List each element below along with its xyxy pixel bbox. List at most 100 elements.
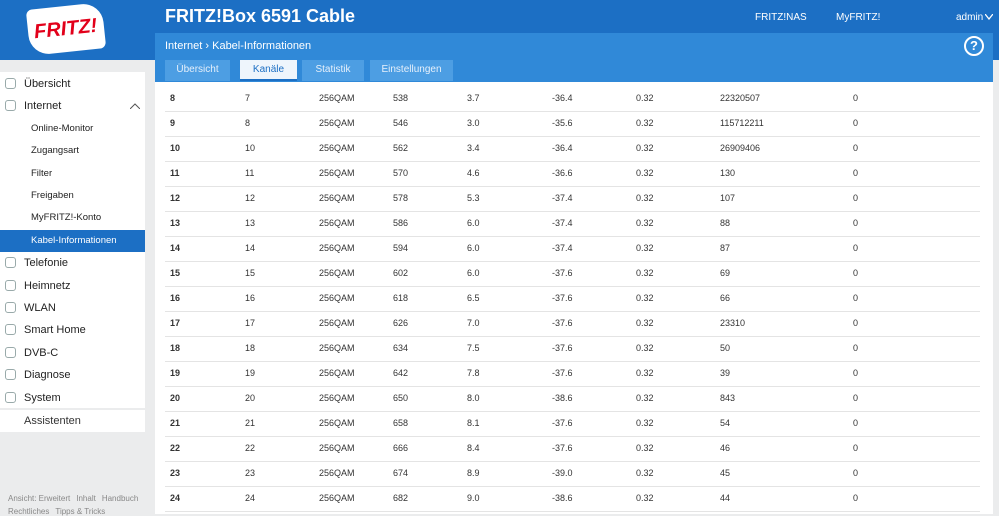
breadcrumb-item[interactable]: Internet: [165, 40, 203, 52]
nav-link[interactable]: FRITZ!NAS: [755, 12, 807, 23]
table-cell: 20: [170, 393, 181, 403]
label: Zugangsart: [31, 145, 80, 157]
footer-link[interactable]: Ansicht: Erweitert: [8, 494, 71, 503]
table-cell: 9: [170, 118, 176, 128]
table-cell: 0: [853, 293, 859, 303]
table-cell: 0.32: [636, 393, 654, 403]
label: WLAN: [24, 302, 56, 314]
table-cell: 24: [170, 493, 181, 503]
footer-link[interactable]: Inhalt: [76, 494, 96, 503]
menu-item[interactable]: Smart Home: [0, 319, 145, 341]
table-cell: 12: [170, 193, 181, 203]
tab[interactable]: Statistik: [302, 60, 364, 81]
table-cell: 8.1: [467, 418, 480, 428]
table-cell: 26909406: [720, 143, 761, 153]
label: Übersicht: [24, 78, 71, 90]
label: Filter: [31, 167, 53, 179]
menu-item[interactable]: Internet: [0, 95, 145, 117]
table-cell: 256QAM: [319, 93, 355, 103]
table-cell: 634: [393, 343, 409, 353]
menu-item[interactable]: WLAN: [0, 297, 145, 319]
table-cell: 23: [170, 468, 181, 478]
table-cell: 14: [245, 243, 256, 253]
table-cell: 0: [853, 193, 859, 203]
menu-item[interactable]: Zugangsart: [0, 140, 145, 162]
tab[interactable]: Einstellungen: [370, 60, 453, 81]
table-cell: 0.32: [636, 268, 654, 278]
footer-link[interactable]: Tipps & Tricks: [55, 507, 106, 516]
table-cell: 256QAM: [319, 293, 355, 303]
table-cell: 618: [393, 293, 409, 303]
table-cell: -37.4: [552, 218, 573, 228]
menu-item[interactable]: Telefonie: [0, 252, 145, 274]
label: Assistenten: [24, 415, 81, 427]
table-cell: 16: [170, 293, 181, 303]
menu-item[interactable]: Freigaben: [0, 185, 145, 207]
table-cell: 17: [170, 318, 181, 328]
table-cell: 44: [720, 493, 731, 503]
menu-item[interactable]: System: [0, 387, 145, 409]
table-cell: 6.5: [467, 293, 480, 303]
table-cell: -37.4: [552, 243, 573, 253]
table-cell: 23310: [720, 318, 746, 328]
table-cell: 594: [393, 243, 409, 253]
table-cell: 0: [853, 218, 859, 228]
table-cell: 22: [170, 443, 181, 453]
table-cell: -38.6: [552, 393, 573, 403]
menu-icon: [5, 391, 16, 403]
table-cell: 256QAM: [319, 368, 355, 378]
table-cell: 0.32: [636, 218, 654, 228]
table-cell: 17: [245, 318, 256, 328]
table-cell: 0: [853, 318, 859, 328]
table-cell: 19: [170, 368, 181, 378]
table-cell: -36.4: [552, 93, 573, 103]
footer-link[interactable]: Rechtliches: [8, 507, 50, 516]
menu-item[interactable]: Diagnose: [0, 364, 145, 386]
table-cell: 0.32: [636, 293, 654, 303]
table-cell: 15: [245, 268, 256, 278]
nav-link[interactable]: MyFRITZ!: [836, 12, 881, 23]
table-cell: 18: [245, 343, 256, 353]
table-cell: 23: [245, 468, 256, 478]
table-cell: 0.32: [636, 143, 654, 153]
table-row: 8 7 256QAM 538 3.7 -36.4 0.32 22320507 0: [165, 86, 980, 112]
menu-item[interactable]: Filter: [0, 163, 145, 185]
label: Smart Home: [24, 324, 86, 337]
tab[interactable]: Übersicht: [165, 60, 230, 81]
user-menu[interactable]: admin: [956, 12, 984, 23]
assistant-link[interactable]: Assistenten: [0, 410, 145, 432]
table-cell: 10: [245, 143, 256, 153]
table-cell: 3.7: [467, 93, 480, 103]
label: DVB-C: [24, 346, 59, 359]
table-cell: 666: [393, 443, 409, 453]
table-cell: 54: [720, 418, 731, 428]
table-cell: 3.4: [467, 143, 480, 153]
table-cell: -36.4: [552, 143, 573, 153]
table-cell: 45: [720, 468, 731, 478]
table-cell: 107: [720, 193, 736, 203]
table-cell: 4.6: [467, 168, 480, 178]
menu-item[interactable]: Kabel-Informationen: [0, 229, 145, 252]
menu-icon: [5, 100, 16, 112]
table-cell: 6.0: [467, 268, 480, 278]
menu-item[interactable]: Heimnetz: [0, 275, 145, 297]
table-cell: 0.32: [636, 318, 654, 328]
menu-item[interactable]: Online-Monitor: [0, 118, 145, 140]
table-cell: 50: [720, 343, 731, 353]
logo[interactable]: FRITZ!: [25, 2, 107, 56]
menu-item[interactable]: DVB-C: [0, 342, 145, 364]
menu-item[interactable]: Übersicht: [0, 73, 145, 95]
table-cell: 650: [393, 393, 409, 403]
menu-icon: [5, 257, 16, 269]
tab[interactable]: Kanäle: [240, 60, 297, 81]
footer-link[interactable]: Handbuch: [101, 494, 139, 503]
table-cell: 21: [245, 418, 256, 428]
menu-icon: [5, 346, 16, 358]
table-cell: 14: [170, 243, 181, 253]
help-button[interactable]: ?: [964, 36, 984, 56]
table-cell: 0.32: [636, 443, 654, 453]
menu-item[interactable]: MyFRITZ!-Konto: [0, 207, 145, 229]
table-row: 17 17 256QAM 626 7.0 -37.6 0.32 23310 0: [165, 311, 980, 337]
table-cell: 5.3: [467, 193, 480, 203]
